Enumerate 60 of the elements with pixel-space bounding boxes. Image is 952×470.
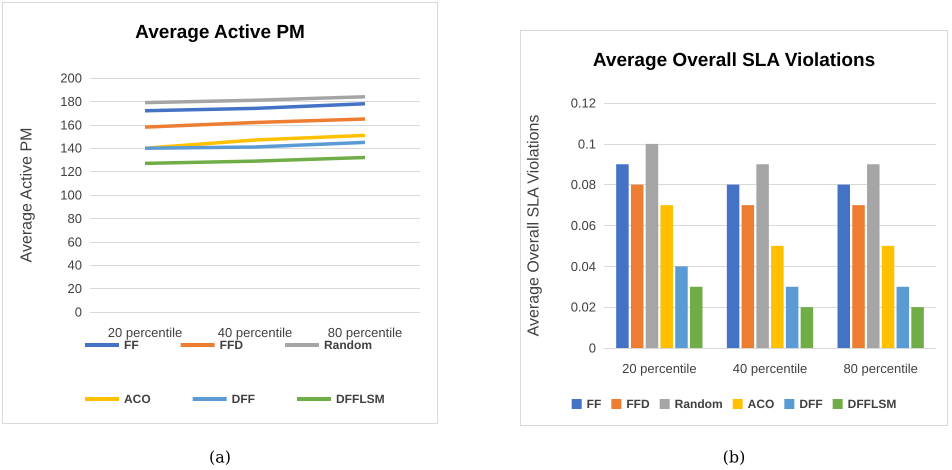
y-tick-label: 80	[68, 210, 82, 226]
bar	[786, 286, 798, 348]
legend-label: Random	[324, 338, 372, 352]
bar	[616, 164, 629, 348]
legend-label: FF	[586, 397, 602, 411]
y-tick-label: 0.08	[570, 177, 596, 192]
y-axis-title: Average Active PM	[18, 128, 36, 262]
y-axis-title: Average Overall SLA Violations	[526, 114, 542, 336]
x-tick-label: 20 percentile	[108, 325, 182, 340]
text: (a)	[208, 448, 232, 466]
bar	[726, 184, 740, 348]
bar	[660, 205, 673, 348]
text: (b)	[722, 448, 746, 466]
bar	[867, 164, 880, 348]
x-tick-label: 80 percentile	[328, 325, 402, 340]
bar	[675, 266, 688, 348]
bar	[911, 307, 924, 348]
y-tick-label: 120	[60, 164, 82, 180]
bar	[646, 144, 658, 348]
x-tick-label: 80 percentile	[843, 361, 918, 376]
y-tick-label: 140	[60, 140, 82, 156]
legend-label: DFFLSM	[848, 397, 896, 411]
bar	[630, 184, 644, 348]
bar	[756, 164, 769, 348]
legend-label: FF	[124, 338, 139, 352]
bar	[882, 246, 894, 348]
legend-label: FFD	[626, 397, 650, 411]
x-tick-label: 40 percentile	[732, 361, 808, 376]
y-tick-label: 0.12	[570, 96, 596, 110]
bar	[742, 205, 754, 348]
legend-label: Random	[674, 397, 723, 411]
y-tick-label: 0	[74, 304, 82, 320]
bar	[838, 184, 850, 348]
legend-label: DFF	[232, 392, 255, 406]
x-tick-label: 20 percentile	[622, 361, 697, 376]
y-tick-label: 160	[60, 117, 82, 132]
y-tick-label: 100	[60, 188, 82, 202]
y-tick-label: 200	[60, 70, 82, 86]
bar	[852, 205, 865, 348]
legend-label: FFD	[220, 338, 244, 352]
y-tick-label: 0.1	[578, 136, 596, 152]
y-tick-label: 180	[60, 94, 82, 109]
legend-label: ACO	[748, 397, 774, 411]
y-tick-label: 20	[68, 281, 82, 296]
bar	[690, 286, 702, 348]
y-tick-label: 0.06	[570, 218, 596, 233]
chart-title: Average Active PM	[135, 22, 305, 43]
y-tick-label: 60	[68, 234, 82, 250]
legend-label: DFFLSM	[336, 392, 385, 406]
bar	[896, 286, 910, 348]
y-tick-label: 0	[588, 340, 596, 356]
legend-label: ACO	[124, 392, 151, 406]
chart-title: Average Overall SLA Violations	[592, 50, 876, 71]
x-tick-label: 40 percentile	[218, 325, 292, 340]
y-tick-label: 0.02	[570, 300, 596, 315]
legend-label: DFF	[799, 397, 823, 411]
y-tick-label: 40	[68, 258, 82, 273]
y-tick-label: 0.04	[570, 258, 596, 274]
bar	[771, 246, 784, 348]
bar	[800, 307, 814, 348]
